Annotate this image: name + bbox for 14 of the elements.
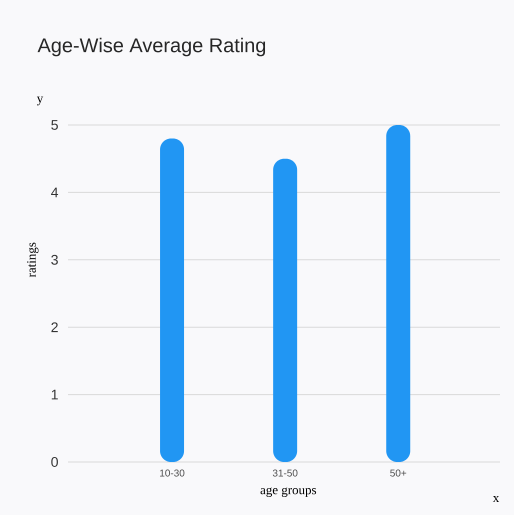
text: y bbox=[36, 96, 44, 106]
x-tick-label: 10-30 bbox=[160, 470, 184, 477]
chart-title: Age-Wise Average Rating bbox=[38, 38, 266, 56]
y-tick-label: 1 bbox=[52, 390, 58, 400]
y-axis-title: ratings bbox=[27, 242, 38, 278]
y-tick-label: 2 bbox=[51, 322, 58, 332]
x-tick-label: 31-50 bbox=[272, 470, 298, 477]
text: x bbox=[492, 496, 500, 502]
x-axis-title: age groups bbox=[260, 488, 316, 497]
y-tick-label: 5 bbox=[51, 120, 58, 130]
y-tick-label: 4 bbox=[51, 188, 58, 198]
y-tick-label: 3 bbox=[51, 254, 58, 265]
y-tick-label: 0 bbox=[51, 457, 58, 467]
x-tick-label: 50+ bbox=[390, 470, 406, 477]
